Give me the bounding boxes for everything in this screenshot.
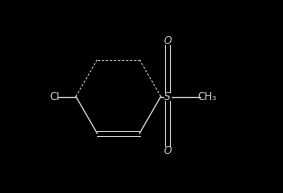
Text: O: O [164, 36, 171, 46]
Text: Cl: Cl [50, 91, 60, 102]
Text: CH₃: CH₃ [198, 91, 217, 102]
Text: S: S [164, 91, 171, 102]
Text: O: O [164, 146, 171, 156]
